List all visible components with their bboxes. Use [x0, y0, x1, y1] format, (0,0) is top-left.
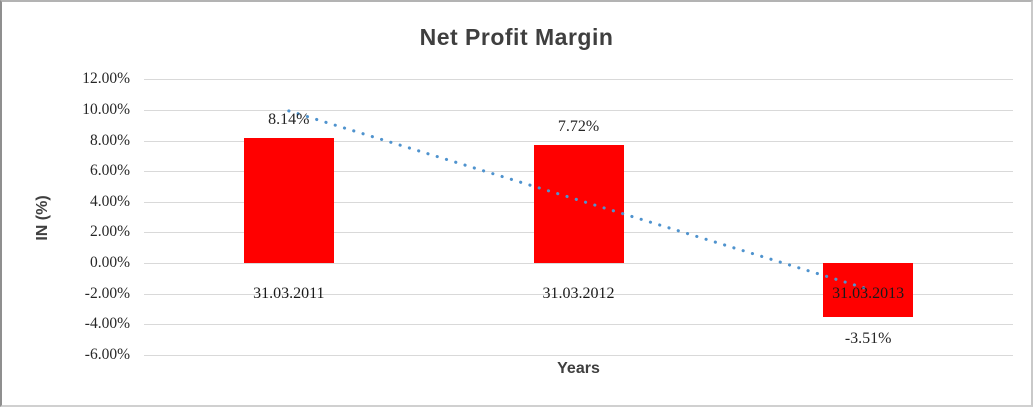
category-label-31.03.2013: 31.03.2013: [832, 285, 905, 302]
data-label-31.03.2012: 7.72%: [557, 117, 600, 135]
bar-31.03.2011: [243, 138, 334, 263]
y-axis-tick-label: 8.00%: [89, 131, 130, 149]
gridline: [144, 79, 1013, 81]
gridline: [144, 354, 1013, 356]
bar-31.03.2012: [533, 144, 624, 263]
y-axis-tick-label: 2.00%: [89, 223, 130, 241]
y-axis-tick-label: 6.00%: [89, 162, 130, 180]
y-axis-tick-label: 10.00%: [82, 101, 130, 118]
data-label-31.03.2011: 8.14%: [268, 111, 310, 129]
y-axis-tick-label: 12.00%: [82, 70, 130, 88]
y-axis-tick-label: -6.00%: [84, 345, 130, 363]
x-axis-title: Years: [557, 360, 600, 377]
y-axis-tick-label: -2.00%: [84, 284, 130, 302]
y-axis-tick-label: 0.00%: [89, 254, 130, 271]
gridline: [144, 324, 1013, 326]
data-label-31.03.2013: -3.51%: [844, 329, 892, 347]
chart-title: Net Profit Margin: [419, 24, 614, 50]
category-label-31.03.2012: 31.03.2012: [542, 285, 615, 302]
y-axis-title: IN (%): [34, 195, 51, 241]
category-label-31.03.2011: 31.03.2011: [253, 285, 325, 302]
y-axis-tick-label: 4.00%: [89, 192, 130, 210]
y-axis-tick-label: -4.00%: [84, 315, 130, 333]
gridline: [144, 293, 1013, 295]
